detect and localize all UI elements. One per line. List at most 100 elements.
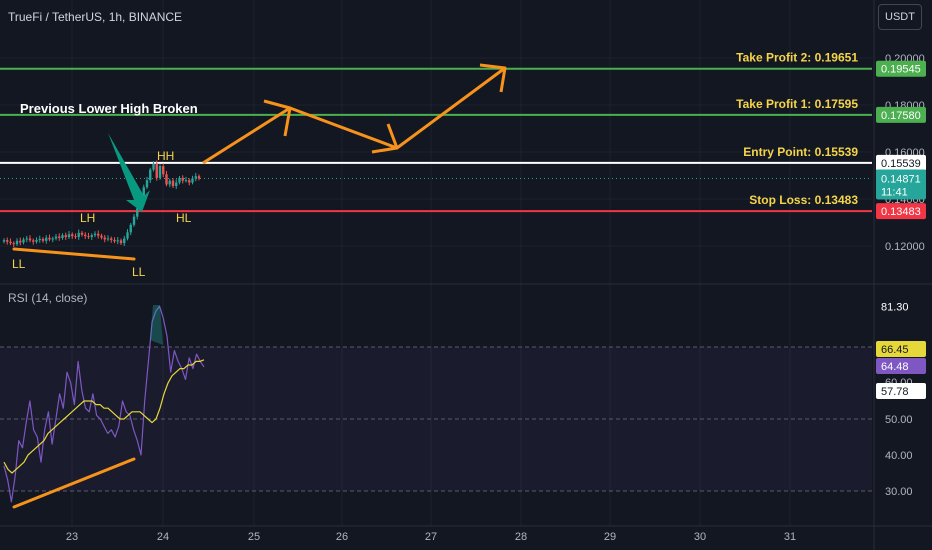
candle [45,237,48,241]
level-label-2: Entry Point: 0.15539 [743,145,858,159]
rsi-tag-value: 64.48 [881,361,909,373]
time-axis-tick-23: 23 [66,531,78,543]
candle [22,239,25,243]
candle [2,240,6,242]
candle [178,177,181,183]
candle [162,166,165,175]
level-label-0: Take Profit 2: 0.19651 [736,51,858,65]
candle [132,216,136,225]
arrowhead-1 [263,99,292,137]
candle [74,236,77,238]
breakout-arrow [108,133,150,212]
candle [165,174,168,185]
candle [84,234,87,237]
candle [80,232,84,235]
rsi-tag-max-bg [876,298,926,315]
tag-current-bg [876,169,926,200]
candle [38,238,41,240]
candle [6,240,9,242]
rsi-axis-tick-40.00: 40.00 [885,450,913,462]
tag-sl-bg [876,203,926,220]
arrowhead-2 [371,123,399,154]
swing-label-lh-1: LH [80,211,95,225]
tag-tp2-bg [876,60,926,77]
candle [48,237,51,240]
rsi-tag-min-bg [876,383,926,399]
time-axis-tick-30: 30 [694,531,706,543]
candle [61,235,64,239]
candle [168,180,171,185]
candle [184,180,188,182]
candle [158,166,162,178]
tag-tp1-bg [876,106,926,123]
candle [9,241,12,244]
candle [77,232,80,238]
candle [97,233,100,236]
time-axis-tick-28: 28 [515,531,527,543]
candle [175,182,178,187]
candle [25,238,28,240]
candle [19,240,22,243]
candle [194,176,197,179]
candle [113,239,116,242]
candle [106,238,110,240]
candle [181,177,184,181]
candle [149,169,152,181]
chart-title: TrueFi / TetherUS, 1h, BINANCE [8,10,183,24]
candle [145,180,149,188]
time-axis-tick-26: 26 [336,531,348,543]
candle [116,240,119,242]
annotation-headline: Previous Lower High Broken [20,101,198,116]
rsi-tag-value-bg [876,358,926,374]
time-axis-tick-29: 29 [604,531,616,543]
candle [41,238,45,241]
tag-entry: 0.15539 [881,158,921,170]
candle [90,235,93,238]
swing-label-hh-3: HH [157,149,174,163]
candle [142,187,145,201]
candle [197,176,201,179]
candle [188,180,191,183]
candle [51,238,54,240]
swing-label-ll-0: LL [12,257,26,271]
rsi-axis-tick-30.00: 30.00 [885,486,913,498]
support-line [12,247,136,261]
swing-label-ll-2: LL [132,265,146,279]
candle [35,239,38,242]
candle [54,236,58,239]
tag-sl: 0.13483 [881,206,921,218]
candle [155,163,158,178]
candle [93,233,97,236]
candle [15,240,19,245]
currency-button[interactable]: USDT [878,4,922,30]
candle [64,235,67,238]
candle [152,163,155,170]
candle [71,234,74,237]
candle [119,240,123,244]
rsi-axis-tick-50.00: 50.00 [885,414,913,426]
time-axis-tick-27: 27 [425,531,437,543]
tag-entry-bg [876,154,926,171]
candle [87,236,90,238]
price-axis-tick-0.12000: 0.12000 [885,241,925,253]
candles [2,160,201,247]
level-label-3: Stop Loss: 0.13483 [749,193,858,207]
tag-countdown: 11:41 [881,187,908,199]
candle [32,240,35,242]
rsi-tag-max: 81.30 [881,301,909,313]
candle [100,235,103,238]
candle [28,238,32,241]
tag-tp2: 0.19545 [881,64,921,76]
rsi-tag-ma-bg [876,341,926,357]
tag-current-price: 0.14871 [881,174,921,186]
candle [136,208,139,217]
candle [103,237,106,240]
tag-tp1: 0.17580 [881,110,921,122]
projection-path [202,66,506,165]
candle [191,178,194,183]
level-label-1: Take Profit 1: 0.17595 [736,97,858,111]
candle [67,234,71,238]
candle [12,243,15,245]
time-axis-tick-24: 24 [157,531,169,543]
